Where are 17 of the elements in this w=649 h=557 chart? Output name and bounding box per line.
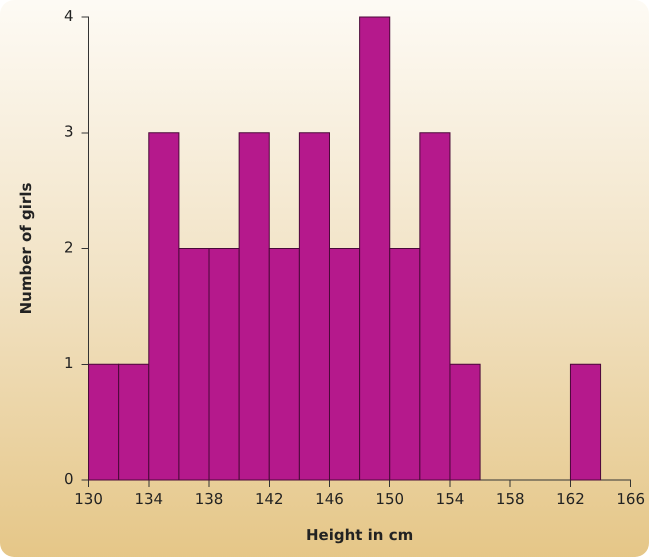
x-tick-label: 146	[315, 490, 344, 508]
x-tick-label: 134	[134, 490, 164, 508]
y-tick-label: 4	[64, 6, 74, 25]
x-tick-label: 130	[74, 490, 103, 508]
y-axis-title: Number of girls	[16, 182, 35, 314]
x-tick-label: 158	[496, 490, 525, 508]
y-tick-label: 3	[64, 122, 74, 141]
y-tick-label: 1	[64, 354, 74, 372]
y-tick-label: 2	[64, 238, 74, 256]
y-tick-label: 0	[64, 470, 74, 488]
x-tick-label: 166	[616, 490, 646, 508]
x-tick-label: 142	[254, 490, 284, 508]
x-tick-label: 162	[556, 490, 585, 508]
x-axis-title: Height in cm	[306, 526, 414, 544]
x-tick-label: 154	[436, 490, 464, 508]
x-tick-label: 150	[375, 490, 404, 508]
x-tick-label: 138	[194, 490, 224, 508]
